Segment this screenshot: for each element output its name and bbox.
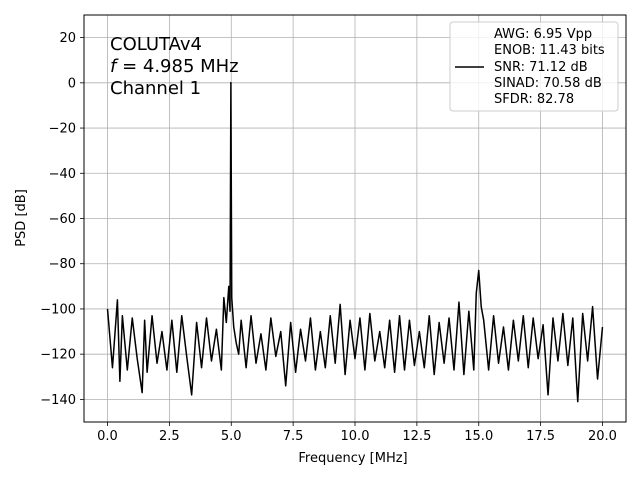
legend: AWG: 6.95 Vpp ENOB: 11.43 bits SNR: 71.1… (449, 21, 619, 112)
y-tick-label: 20 (59, 31, 76, 46)
y-tick-label: −40 (49, 167, 76, 182)
fundamental-peak-point (230, 82, 232, 84)
y-tick-label: −80 (49, 257, 76, 272)
x-tick-label: 12.5 (402, 429, 431, 444)
x-tick-label: 7.5 (283, 429, 304, 444)
x-tick-label: 10.0 (341, 429, 370, 444)
y-axis-ticks: 20 0 −20 −40 −60 −80 −100 −120 −140 (40, 31, 84, 408)
x-tick-label: 15.0 (464, 429, 493, 444)
annotation-device: COLUTAv4 (110, 34, 202, 55)
legend-box (449, 21, 619, 112)
annotation-frequency-value: = 4.985 MHz (116, 56, 238, 77)
annotation-frequency: f = 4.985 MHz (110, 56, 239, 77)
x-axis-label: Frequency [MHz] (298, 451, 407, 466)
x-tick-label: 2.5 (159, 429, 180, 444)
annotation-block: COLUTAv4 f = 4.985 MHz Channel 1 (110, 34, 239, 99)
legend-line-enob: ENOB: 11.43 bits (494, 43, 605, 58)
psd-line (106, 82, 604, 403)
x-tick-label: 17.5 (526, 429, 555, 444)
legend-line-sinad: SINAD: 70.58 dB (494, 76, 602, 91)
legend-line-sfdr: SFDR: 82.78 (494, 92, 574, 107)
annotation-frequency-var: f (110, 56, 119, 77)
y-axis-label: PSD [dB] (14, 189, 29, 247)
x-tick-label: 0.0 (97, 429, 118, 444)
x-tick-label: 5.0 (221, 429, 242, 444)
x-axis-ticks: 0.0 2.5 5.0 7.5 10.0 12.5 15.0 17.5 20.0 (97, 422, 617, 444)
y-tick-label: −100 (40, 302, 76, 317)
psd-series (106, 82, 604, 403)
y-tick-label: −20 (49, 122, 76, 137)
legend-line-awg: AWG: 6.95 Vpp (494, 27, 592, 42)
y-tick-label: −120 (40, 348, 76, 363)
y-tick-label: 0 (68, 76, 76, 91)
annotation-channel: Channel 1 (110, 78, 201, 99)
legend-line-snr: SNR: 71.12 dB (494, 60, 588, 75)
y-tick-label: −60 (49, 212, 76, 227)
x-tick-label: 20.0 (588, 429, 617, 444)
y-tick-label: −140 (40, 393, 76, 408)
